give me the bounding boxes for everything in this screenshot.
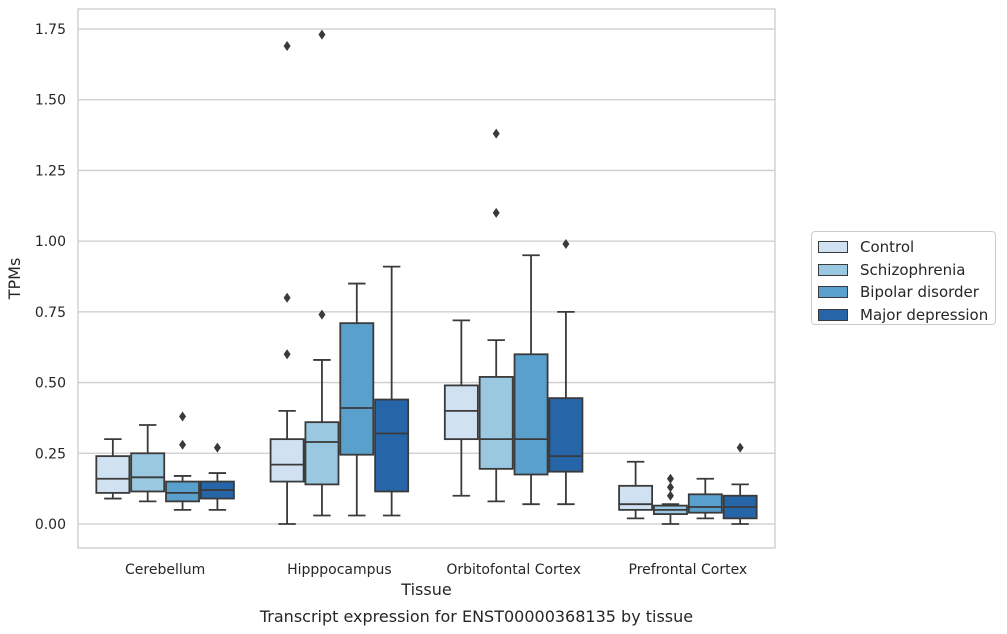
y-tick-label: 0.00	[35, 517, 66, 533]
x-tick-label: Cerebellum	[125, 562, 205, 578]
box-body	[339, 322, 375, 456]
box-body	[165, 480, 200, 503]
box-body	[548, 397, 584, 473]
outlier-point	[213, 442, 221, 453]
box-body	[687, 493, 723, 514]
outlier-point	[318, 29, 326, 40]
y-tick-label: 1.00	[35, 234, 66, 250]
outlier-point	[562, 238, 570, 249]
box-body	[304, 421, 340, 486]
outlier-point	[283, 40, 291, 51]
outlier-point	[318, 309, 326, 320]
box-major-depression	[374, 265, 410, 517]
box-control	[269, 40, 305, 525]
outlier-point	[179, 439, 187, 450]
y-tick-labels: 0.00 0.25 0.50 0.75 1.00 1.25 1.50 1.75	[35, 22, 66, 533]
outlier-point	[736, 442, 744, 453]
box-bipolar-disorder	[513, 254, 549, 506]
legend-swatch	[818, 308, 848, 321]
outlier-point	[283, 349, 291, 360]
x-tick-label: Orbitofontal Cortex	[446, 562, 581, 578]
chart-title: Transcript expression for ENST0000036813…	[259, 607, 693, 626]
x-tick-labels: Cerebellum Hipppocampus Orbitofontal Corte…	[125, 562, 747, 578]
legend-item: Schizophrenia	[818, 259, 995, 282]
outlier-point	[666, 482, 674, 493]
box-layer	[95, 29, 758, 525]
y-tick-label: 1.25	[35, 163, 66, 179]
y-tick-label: 0.25	[35, 446, 66, 462]
box-major-depression	[199, 442, 235, 511]
box-control	[618, 460, 654, 520]
box-body	[374, 398, 410, 493]
outlier-point	[179, 411, 187, 422]
legend-item: Control	[818, 236, 995, 259]
box-schizophrenia	[130, 424, 166, 503]
outlier-point	[283, 292, 291, 303]
legend-item: Bipolar disorder	[818, 281, 995, 304]
grid-layer	[78, 28, 775, 525]
legend-swatch	[818, 286, 848, 299]
box-control	[95, 438, 131, 500]
box-body	[618, 484, 654, 511]
legend-item: Major depression	[818, 304, 995, 327]
box-body	[269, 438, 305, 483]
box-schizophrenia	[304, 29, 340, 517]
outlier-point	[666, 473, 674, 484]
box-bipolar-disorder	[687, 477, 723, 520]
box-major-depression	[722, 442, 758, 525]
x-axis-label: Tissue	[400, 580, 451, 599]
x-tick-label: Prefrontal Cortex	[629, 562, 748, 578]
outlier-point	[666, 490, 674, 501]
box-bipolar-disorder	[165, 411, 200, 511]
box-schizophrenia	[478, 128, 514, 503]
box-body	[130, 452, 166, 493]
y-tick-label: 1.75	[35, 22, 66, 38]
y-tick-label: 1.50	[35, 93, 66, 109]
box-body	[513, 353, 549, 476]
legend-swatch	[818, 241, 848, 254]
outlier-point	[492, 128, 500, 139]
box-body	[478, 376, 514, 470]
box-bipolar-disorder	[339, 282, 375, 517]
legend-label: Control	[860, 238, 915, 257]
box-major-depression	[548, 238, 584, 506]
y-tick-label: 0.50	[35, 376, 66, 392]
legend-label: Schizophrenia	[860, 260, 966, 279]
box-body	[95, 455, 131, 494]
box-control	[443, 319, 479, 497]
legend-label: Bipolar disorder	[860, 283, 979, 302]
outlier-point	[492, 207, 500, 218]
y-axis-label: TPMs	[5, 258, 24, 301]
legend-label: Major depression	[860, 305, 989, 324]
y-tick-label: 0.75	[35, 305, 66, 321]
legend: Control Schizophrenia Bipolar disorder Majo…	[811, 231, 996, 325]
plot-frame	[77, 8, 776, 549]
box-body	[443, 384, 479, 441]
box-schizophrenia	[653, 473, 688, 525]
legend-swatch	[818, 263, 848, 276]
x-tick-label: Hipppocampus	[287, 562, 392, 578]
